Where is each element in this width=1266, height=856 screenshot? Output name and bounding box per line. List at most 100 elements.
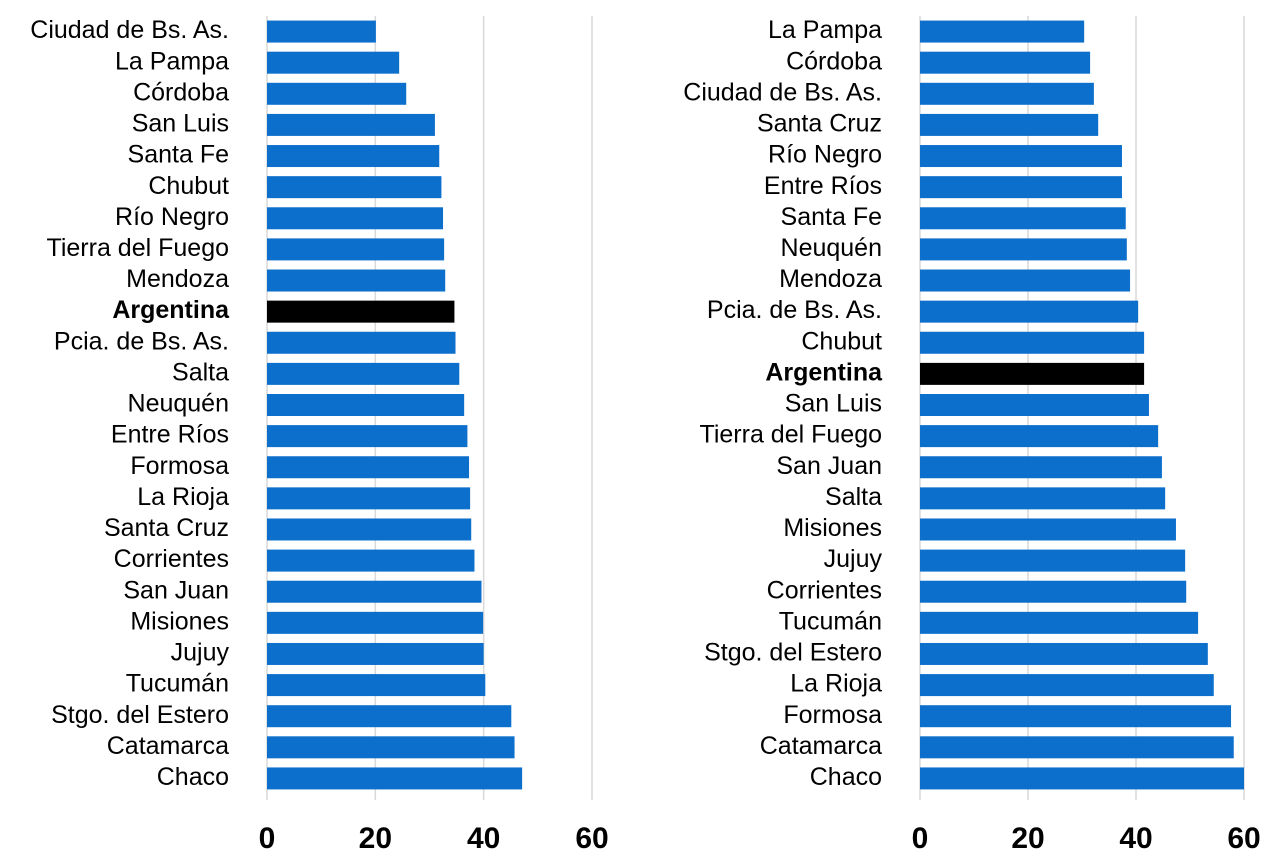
bar bbox=[267, 176, 442, 199]
bar bbox=[267, 362, 460, 385]
bar bbox=[920, 611, 1199, 634]
y-tick-label: San Juan bbox=[776, 452, 882, 480]
bar bbox=[267, 300, 455, 323]
bar bbox=[267, 611, 484, 634]
bar bbox=[920, 51, 1091, 74]
y-tick-label: Entre Ríos bbox=[764, 172, 882, 200]
y-tick-label: Salta bbox=[825, 483, 882, 511]
x-tick-label: 40 bbox=[1119, 822, 1152, 855]
bar bbox=[920, 300, 1139, 323]
y-tick-label: La Rioja bbox=[137, 483, 229, 511]
y-tick-label: Chaco bbox=[810, 763, 882, 791]
y-tick-label: Catamarca bbox=[107, 732, 229, 760]
y-tick-label: Pcia. de Bs. As. bbox=[707, 296, 882, 324]
bar bbox=[920, 425, 1159, 448]
bar bbox=[920, 518, 1176, 541]
x-tick-label: 60 bbox=[575, 822, 608, 855]
y-tick-label: San Luis bbox=[785, 390, 882, 418]
y-tick-label: Salta bbox=[172, 358, 229, 386]
y-tick-label: Mendoza bbox=[779, 265, 882, 293]
y-tick-label: Santa Fe bbox=[128, 141, 229, 169]
y-tick-label: Ciudad de Bs. As. bbox=[30, 16, 229, 44]
y-tick-label: Neuquén bbox=[128, 390, 229, 418]
bar bbox=[920, 113, 1099, 136]
y-tick-label: Ciudad de Bs. As. bbox=[683, 78, 882, 106]
y-tick-label: Argentina bbox=[765, 358, 883, 386]
y-tick-label: Santa Cruz bbox=[104, 514, 229, 542]
bar bbox=[920, 20, 1085, 43]
bar bbox=[920, 674, 1214, 697]
bar bbox=[920, 456, 1162, 479]
bar bbox=[920, 767, 1244, 790]
x-tick-label: 60 bbox=[1227, 822, 1260, 855]
y-tick-label: Misiones bbox=[130, 607, 229, 635]
y-tick-label: Argentina bbox=[112, 296, 230, 324]
x-tick-label: 0 bbox=[259, 822, 276, 855]
bar bbox=[920, 207, 1126, 230]
y-tick-label: Stgo. del Estero bbox=[51, 701, 229, 729]
bar bbox=[267, 207, 444, 230]
bar bbox=[267, 549, 475, 572]
y-tick-label: Catamarca bbox=[760, 732, 882, 760]
bar bbox=[267, 487, 471, 510]
bar bbox=[920, 705, 1232, 728]
x-tick-label: 40 bbox=[467, 822, 500, 855]
y-tick-label: Santa Cruz bbox=[757, 110, 882, 138]
y-tick-label: Corrientes bbox=[767, 576, 882, 604]
y-tick-label: Tucumán bbox=[779, 607, 882, 635]
bar bbox=[920, 362, 1145, 385]
bar bbox=[267, 425, 468, 448]
bar bbox=[267, 580, 482, 603]
y-tick-label: Mendoza bbox=[126, 265, 229, 293]
x-tick-label: 20 bbox=[1011, 822, 1044, 855]
bar bbox=[267, 145, 440, 168]
y-tick-label: Misiones bbox=[783, 514, 882, 542]
y-tick-label: Formosa bbox=[783, 701, 882, 729]
bar bbox=[267, 642, 484, 665]
y-tick-label: San Juan bbox=[123, 576, 229, 604]
y-tick-label: Corrientes bbox=[114, 545, 229, 573]
bar bbox=[267, 113, 435, 136]
bar bbox=[920, 736, 1234, 759]
bar bbox=[920, 394, 1149, 416]
bar bbox=[267, 767, 523, 790]
y-tick-label: Córdoba bbox=[133, 78, 229, 106]
bar bbox=[267, 20, 376, 43]
x-tick-label: 20 bbox=[359, 822, 392, 855]
bar bbox=[267, 82, 407, 105]
y-tick-label: Santa Fe bbox=[781, 203, 882, 231]
y-tick-label: Tierra del Fuego bbox=[47, 234, 230, 262]
y-tick-label: Córdoba bbox=[786, 47, 882, 75]
bar bbox=[920, 145, 1122, 168]
y-tick-label: Entre Ríos bbox=[111, 421, 229, 449]
y-tick-label: Jujuy bbox=[171, 639, 230, 667]
x-tick-label: 0 bbox=[912, 822, 929, 855]
bar bbox=[267, 238, 445, 261]
y-tick-label: Jujuy bbox=[824, 545, 883, 573]
bar bbox=[267, 736, 515, 759]
y-tick-label: Río Negro bbox=[768, 141, 882, 169]
bar bbox=[920, 82, 1094, 105]
y-tick-label: Tucumán bbox=[126, 670, 229, 698]
bar bbox=[267, 51, 400, 74]
y-tick-label: La Pampa bbox=[768, 16, 882, 44]
bar bbox=[920, 238, 1127, 261]
bar bbox=[920, 331, 1145, 354]
bar bbox=[267, 705, 512, 728]
bar bbox=[267, 331, 456, 354]
bar bbox=[920, 580, 1187, 603]
bar bbox=[267, 269, 446, 292]
bar bbox=[267, 518, 472, 541]
bar bbox=[920, 642, 1208, 665]
bar bbox=[920, 549, 1186, 572]
bar bbox=[267, 456, 470, 479]
y-tick-label: Río Negro bbox=[115, 203, 229, 231]
y-tick-label: Stgo. del Estero bbox=[704, 639, 882, 667]
y-tick-label: Chaco bbox=[157, 763, 229, 791]
y-tick-label: San Luis bbox=[132, 110, 229, 138]
bar bbox=[920, 269, 1131, 292]
y-tick-label: Chubut bbox=[801, 327, 882, 355]
y-tick-label: Pcia. de Bs. As. bbox=[54, 327, 229, 355]
bar bbox=[920, 487, 1166, 510]
